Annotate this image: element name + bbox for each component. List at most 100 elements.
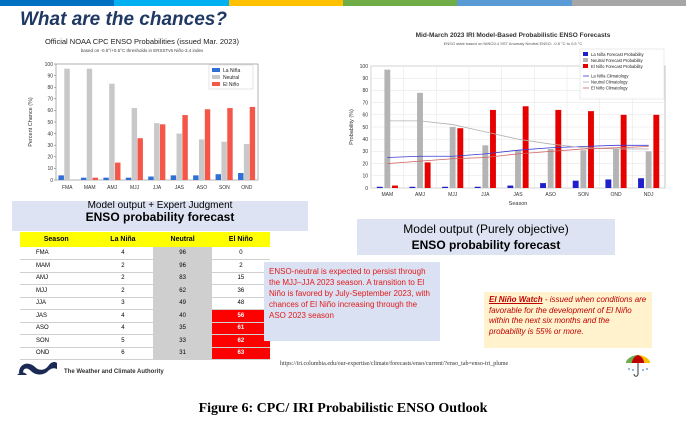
table-cell: 33 <box>153 334 212 348</box>
x-tick-label: MJJ <box>130 185 140 191</box>
bar-lania <box>58 175 64 180</box>
bar-neutralforecastprobability <box>449 127 456 188</box>
table-column-header: La Niña <box>92 232 154 247</box>
strip-segment <box>114 0 229 6</box>
table-row: MJJ 2 62 36 <box>20 284 270 298</box>
source-url[interactable]: https://iri.columbia.edu/our-expertise/c… <box>280 361 509 367</box>
bar-lania <box>215 174 222 180</box>
bar-elnio <box>249 106 256 180</box>
bar-lania <box>193 175 199 180</box>
bar-elnio <box>159 124 166 180</box>
climatology-line <box>387 144 649 158</box>
bar-laniaforecastprobability <box>572 180 579 188</box>
bar-neutralforecastprobability <box>482 145 489 188</box>
bar-lania <box>125 177 132 180</box>
table-column-header: El Niño <box>211 232 270 247</box>
table-cell: 35 <box>153 322 212 335</box>
table-row: ASO 4 35 61 <box>20 322 270 335</box>
y-tick-label: 100 <box>45 62 54 68</box>
bar-lania <box>103 177 109 180</box>
bar-elnio <box>115 162 121 180</box>
x-tick-label: OND <box>610 192 622 198</box>
legend-swatch <box>212 82 220 86</box>
table-cell: AMJ <box>20 272 93 285</box>
bar-elnioforecastprobability <box>424 162 431 188</box>
y-tick-label: 20 <box>362 161 368 167</box>
strip-segment <box>342 0 458 6</box>
x-tick-label: AMJ <box>107 185 118 191</box>
table-cell: 0 <box>211 247 270 260</box>
table-cell: 40 <box>153 309 212 323</box>
table-cell: 83 <box>153 272 212 285</box>
strip-segment <box>228 0 343 6</box>
y-tick-label: 50 <box>362 125 368 131</box>
cpc-probability-table: Season La Niña Neutral El Niño FMA 4 96 0 MAM 2 9… <box>20 232 270 360</box>
x-tick-label: NDJ <box>644 192 654 198</box>
bar-laniaforecastprobability <box>507 185 514 188</box>
table-cell: 2 <box>92 259 154 273</box>
y-tick-label: 30 <box>47 143 53 149</box>
table-cell: 2 <box>92 272 154 285</box>
watch-title: El Niño Watch <box>489 295 543 304</box>
table-cell: FMA <box>20 247 93 260</box>
strip-segment <box>0 0 115 6</box>
bar-elnioforecastprobability <box>588 111 594 188</box>
chart-subtitle: ENSO state based on NINO3.4 SST Anomaly … <box>444 41 583 46</box>
bar-laniaforecastprobability <box>376 186 383 188</box>
bar-neutralforecastprobability <box>580 150 587 188</box>
model-objective-line1: Model output (Purely objective) <box>403 222 569 236</box>
table-row: SON 5 33 62 <box>20 334 270 348</box>
bar-elnioforecastprobability <box>522 106 529 188</box>
bar-neutralforecastprobability <box>547 148 554 188</box>
bar-elnioforecastprobability <box>555 109 562 188</box>
table-cell: OND <box>20 347 93 360</box>
chart-title: Mid-March 2023 IRI Model-Based Probabili… <box>416 32 611 39</box>
legend-box <box>579 48 665 100</box>
table-row: OND 6 31 63 <box>20 347 270 360</box>
bar-elnioforecastprobability <box>490 109 496 188</box>
bar-neutralforecastprobability <box>613 148 619 188</box>
legend-label: La Niña Forecast Probability <box>591 52 645 57</box>
bar-elnio <box>204 109 211 180</box>
model-objective-line2: ENSO probability forecast <box>411 238 561 252</box>
table-cell: 6 <box>92 347 154 360</box>
authority-tagline: The Weather and Climate Authority <box>64 369 164 375</box>
table-body: FMA 4 96 0 MAM 2 96 2 AMJ 2 83 15 MJJ 2 62 36 JJA 3 49 48 JA… <box>20 247 270 360</box>
table-column-header: Neutral <box>153 232 212 247</box>
bar-neutral <box>221 141 227 180</box>
chart-title: Official NOAA CPC ENSO Probabilities (is… <box>45 37 240 46</box>
legend-swatch <box>583 52 588 56</box>
table-header-row: Season La Niña Neutral El Niño <box>20 232 270 247</box>
legend-swatch <box>583 64 588 68</box>
bar-laniaforecastprobability <box>605 179 612 188</box>
y-tick-label: 90 <box>47 73 53 79</box>
chart-subtitle: based on -0.5°/+0.5°C thresholds in ERSS… <box>81 48 204 53</box>
model-judgement-line2: ENSO probability forecast <box>85 210 235 224</box>
figure-caption: Figure 6: CPC/ IRI Probabilistic ENSO Ou… <box>198 401 488 416</box>
table-cell: MJJ <box>20 284 93 298</box>
x-tick-label: ASO <box>197 185 208 191</box>
y-tick-label: 70 <box>362 100 368 106</box>
table-cell: 15 <box>211 272 270 285</box>
legend-label: El Niño <box>223 82 239 88</box>
table-cell: 62 <box>211 334 270 348</box>
umbrella-icon <box>626 355 650 377</box>
bar-neutral <box>131 108 138 180</box>
table-row: FMA 4 96 0 <box>20 247 270 260</box>
x-tick-label: SON <box>578 192 589 198</box>
table-cell: 62 <box>153 284 212 298</box>
legend-swatch <box>212 75 220 79</box>
bar-elnio <box>92 177 99 180</box>
table-cell: 4 <box>92 322 154 335</box>
bar-neutral <box>64 68 70 180</box>
y-axis-label: Percent Chance (%) <box>28 97 34 147</box>
y-tick-label: 80 <box>362 88 368 94</box>
table-cell: 36 <box>211 284 270 298</box>
bar-lania <box>170 175 177 180</box>
legend-label: El Niño Climatology <box>591 86 628 91</box>
table-cell: 2 <box>211 259 270 273</box>
bar-lania <box>238 173 244 180</box>
bar-laniaforecastprobability <box>442 186 448 188</box>
table-cell: 56 <box>211 309 270 323</box>
x-axis-label: Season <box>509 201 528 207</box>
